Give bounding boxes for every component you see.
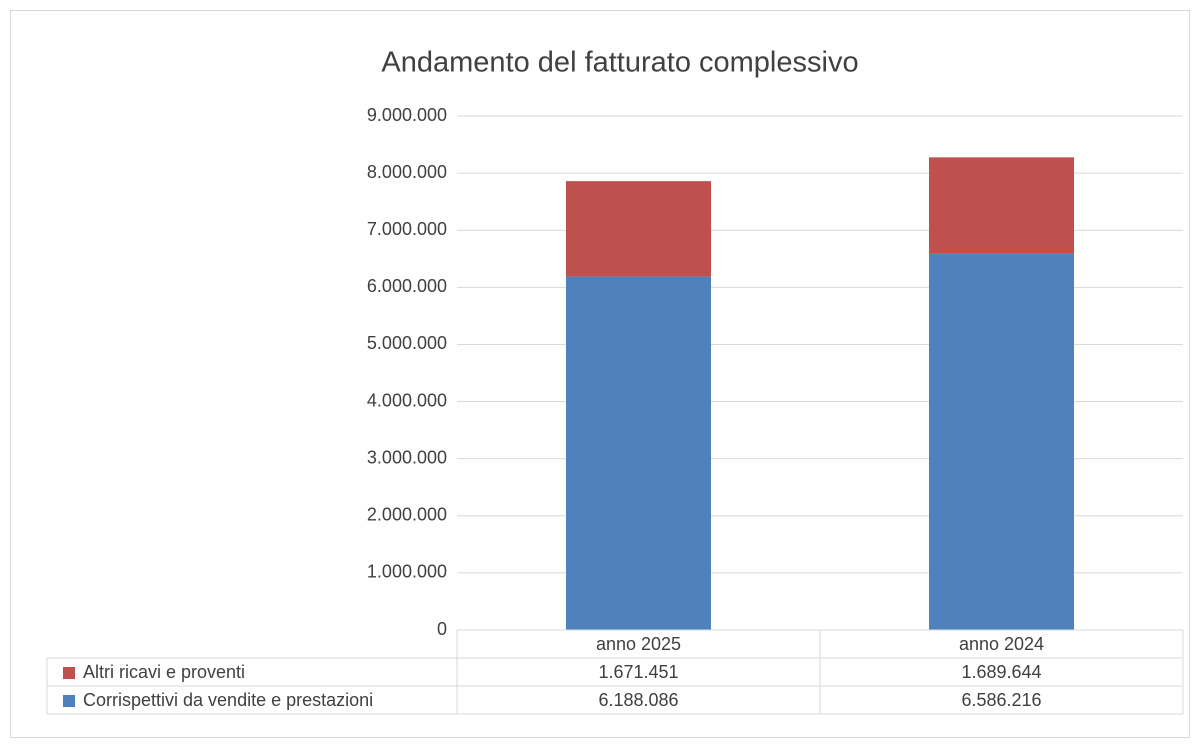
bar-segment (566, 276, 711, 630)
chart-title: Andamento del fatturato complessivo (381, 47, 858, 79)
table-value: 1.671.451 (598, 662, 678, 682)
y-tick-label: 5.000.000 (367, 333, 447, 353)
bar-segment (929, 157, 1074, 254)
y-tick-label: 8.000.000 (367, 162, 447, 182)
table-value: 6.586.216 (961, 690, 1041, 710)
y-tick-label: 3.000.000 (367, 447, 447, 467)
x-tick-label: anno 2024 (959, 634, 1044, 654)
y-tick-label: 4.000.000 (367, 390, 447, 410)
y-tick-label: 9.000.000 (367, 105, 447, 125)
y-tick-label: 0 (437, 619, 447, 639)
y-tick-label: 6.000.000 (367, 276, 447, 296)
legend-swatch (63, 695, 75, 707)
bar-segment (566, 181, 711, 277)
bar-segment (929, 253, 1074, 630)
x-tick-label: anno 2025 (596, 634, 681, 654)
y-tick-label: 7.000.000 (367, 219, 447, 239)
legend-label: Corrispettivi da vendite e prestazioni (83, 690, 373, 710)
y-tick-label: 1.000.000 (367, 562, 447, 582)
y-tick-label: 2.000.000 (367, 505, 447, 525)
legend-label: Altri ricavi e proventi (83, 662, 245, 682)
table-value: 6.188.086 (598, 690, 678, 710)
table-value: 1.689.644 (961, 662, 1041, 682)
legend-swatch (63, 667, 75, 679)
